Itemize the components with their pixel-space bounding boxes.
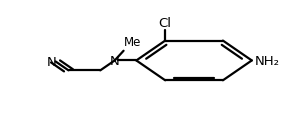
Text: NH₂: NH₂ [255,55,280,67]
Text: N: N [110,55,119,67]
Text: Me: Me [124,36,142,49]
Text: N: N [47,55,57,68]
Text: Cl: Cl [159,17,172,30]
